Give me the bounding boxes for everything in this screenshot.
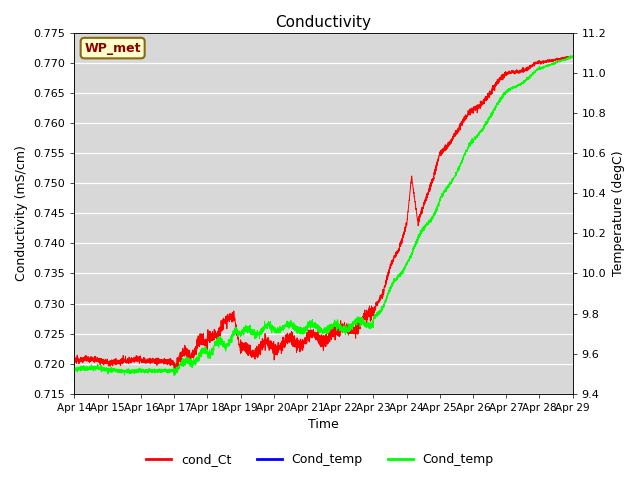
- Legend: cond_Ct, Cond_temp, Cond_temp: cond_Ct, Cond_temp, Cond_temp: [141, 448, 499, 471]
- Y-axis label: Conductivity (mS/cm): Conductivity (mS/cm): [15, 145, 28, 281]
- Title: Conductivity: Conductivity: [276, 15, 372, 30]
- Y-axis label: Temperature (degC): Temperature (degC): [612, 150, 625, 276]
- X-axis label: Time: Time: [308, 419, 339, 432]
- Text: WP_met: WP_met: [84, 42, 141, 55]
